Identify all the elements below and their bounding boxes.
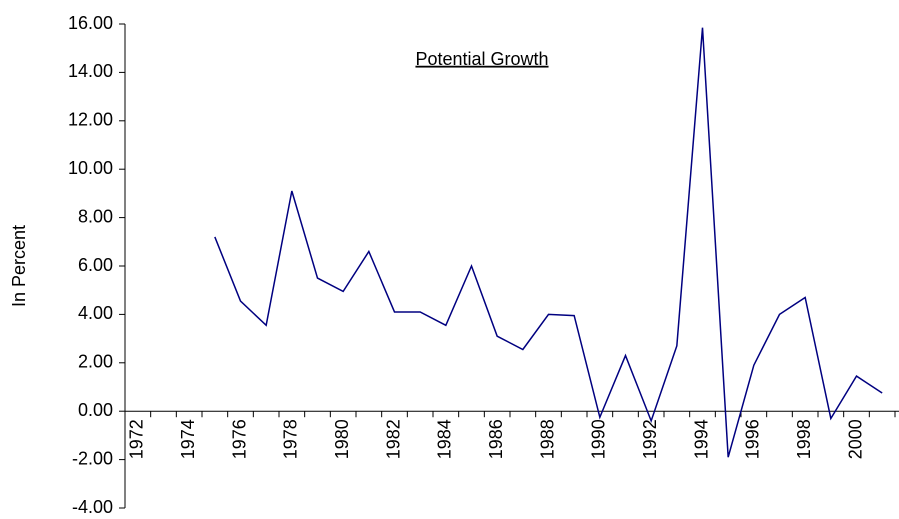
x-tick-label: 1974 bbox=[178, 419, 198, 459]
x-tick-label: 1988 bbox=[537, 419, 557, 459]
y-tick-label: -2.00 bbox=[72, 448, 113, 468]
y-tick-label: 0.00 bbox=[78, 400, 113, 420]
y-tick-label: 2.00 bbox=[78, 352, 113, 372]
y-tick-label: 12.00 bbox=[68, 110, 113, 130]
y-tick-label: 6.00 bbox=[78, 255, 113, 275]
x-tick-label: 1980 bbox=[332, 419, 352, 459]
chart-title: Potential Growth bbox=[415, 49, 548, 69]
x-tick-label: 1998 bbox=[794, 419, 814, 459]
y-axis-label: In Percent bbox=[9, 225, 29, 307]
data-line bbox=[214, 27, 883, 458]
x-tick-label: 1984 bbox=[435, 419, 455, 459]
x-tick-label: 1972 bbox=[127, 419, 147, 459]
y-tick-label: 8.00 bbox=[78, 206, 113, 226]
x-tick-label: 1994 bbox=[691, 419, 711, 459]
x-tick-label: 1996 bbox=[743, 419, 763, 459]
y-tick-label: 16.00 bbox=[68, 13, 113, 33]
x-tick-label: 1976 bbox=[229, 419, 249, 459]
y-tick-label: -4.00 bbox=[72, 497, 113, 517]
y-tick-label: 14.00 bbox=[68, 61, 113, 81]
y-tick-label: 10.00 bbox=[68, 158, 113, 178]
x-tick-label: 1978 bbox=[281, 419, 301, 459]
x-tick-label: 1982 bbox=[383, 419, 403, 459]
x-tick-label: 1986 bbox=[486, 419, 506, 459]
x-tick-label: 1990 bbox=[589, 419, 609, 459]
y-tick-label: 4.00 bbox=[78, 303, 113, 323]
x-tick-label: 2000 bbox=[845, 419, 865, 459]
x-tick-label: 1992 bbox=[640, 419, 660, 459]
